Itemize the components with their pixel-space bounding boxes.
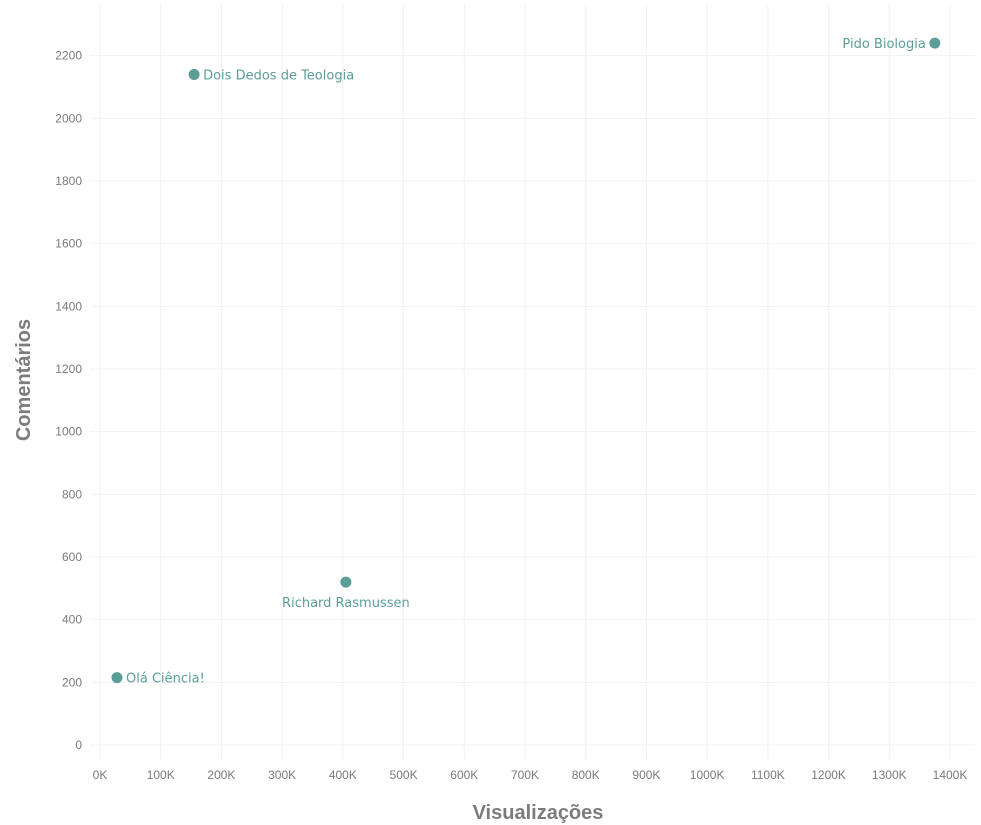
y-tick-label: 400 xyxy=(62,613,82,627)
y-tick-label: 1200 xyxy=(55,362,82,376)
x-tick-label: 100K xyxy=(147,768,175,782)
data-point[interactable] xyxy=(929,37,941,49)
y-axis-title: Comentários xyxy=(13,319,35,441)
x-tick-label: 200K xyxy=(207,768,235,782)
y-tick-label: 200 xyxy=(62,675,82,689)
y-axis-ticks: 0 200 400 600 800 1000 1200 1400 1600 1800 2000 220… xyxy=(55,49,82,752)
x-tick-label: 1000K xyxy=(690,768,725,782)
x-tick-label: 1300K xyxy=(872,768,907,782)
x-tick-label: 600K xyxy=(450,768,478,782)
x-axis-title: Visualizações xyxy=(473,802,604,824)
x-tick-label: 700K xyxy=(511,768,539,782)
y-tick-label: 0 xyxy=(75,738,82,752)
data-points: Pido Biologia Dois Dedos de Teologia Richa… xyxy=(111,37,941,687)
x-tick-label: 1200K xyxy=(811,768,846,782)
x-tick-label: 1100K xyxy=(751,768,785,782)
data-point-label: Olá Ciência! xyxy=(126,672,205,687)
y-tick-label: 2000 xyxy=(55,111,82,125)
x-tick-label: 300K xyxy=(268,768,296,782)
x-tick-label: 1400K xyxy=(933,768,968,782)
data-point-label: Pido Biologia xyxy=(842,37,925,52)
x-tick-label: 900K xyxy=(632,768,660,782)
y-tick-label: 600 xyxy=(62,550,82,564)
data-point[interactable] xyxy=(188,68,200,80)
y-tick-label: 1600 xyxy=(55,237,82,251)
x-tick-label: 800K xyxy=(572,768,600,782)
grid xyxy=(90,5,975,760)
x-tick-label: 0K xyxy=(93,768,108,782)
data-point[interactable] xyxy=(111,672,123,684)
data-point[interactable] xyxy=(340,576,352,588)
y-tick-label: 800 xyxy=(62,487,82,501)
y-tick-label: 1000 xyxy=(55,425,82,439)
y-tick-label: 2200 xyxy=(55,49,82,63)
y-tick-label: 1400 xyxy=(55,299,82,313)
data-point-label: Dois Dedos de Teologia xyxy=(203,68,354,83)
x-axis-ticks: 0K 100K 200K 300K 400K 500K 600K 700K 800K 900K 10… xyxy=(93,768,968,782)
data-point-label: Richard Rasmussen xyxy=(282,596,410,611)
y-tick-label: 1800 xyxy=(55,174,82,188)
x-tick-label: 500K xyxy=(390,768,418,782)
x-tick-label: 400K xyxy=(329,768,357,782)
